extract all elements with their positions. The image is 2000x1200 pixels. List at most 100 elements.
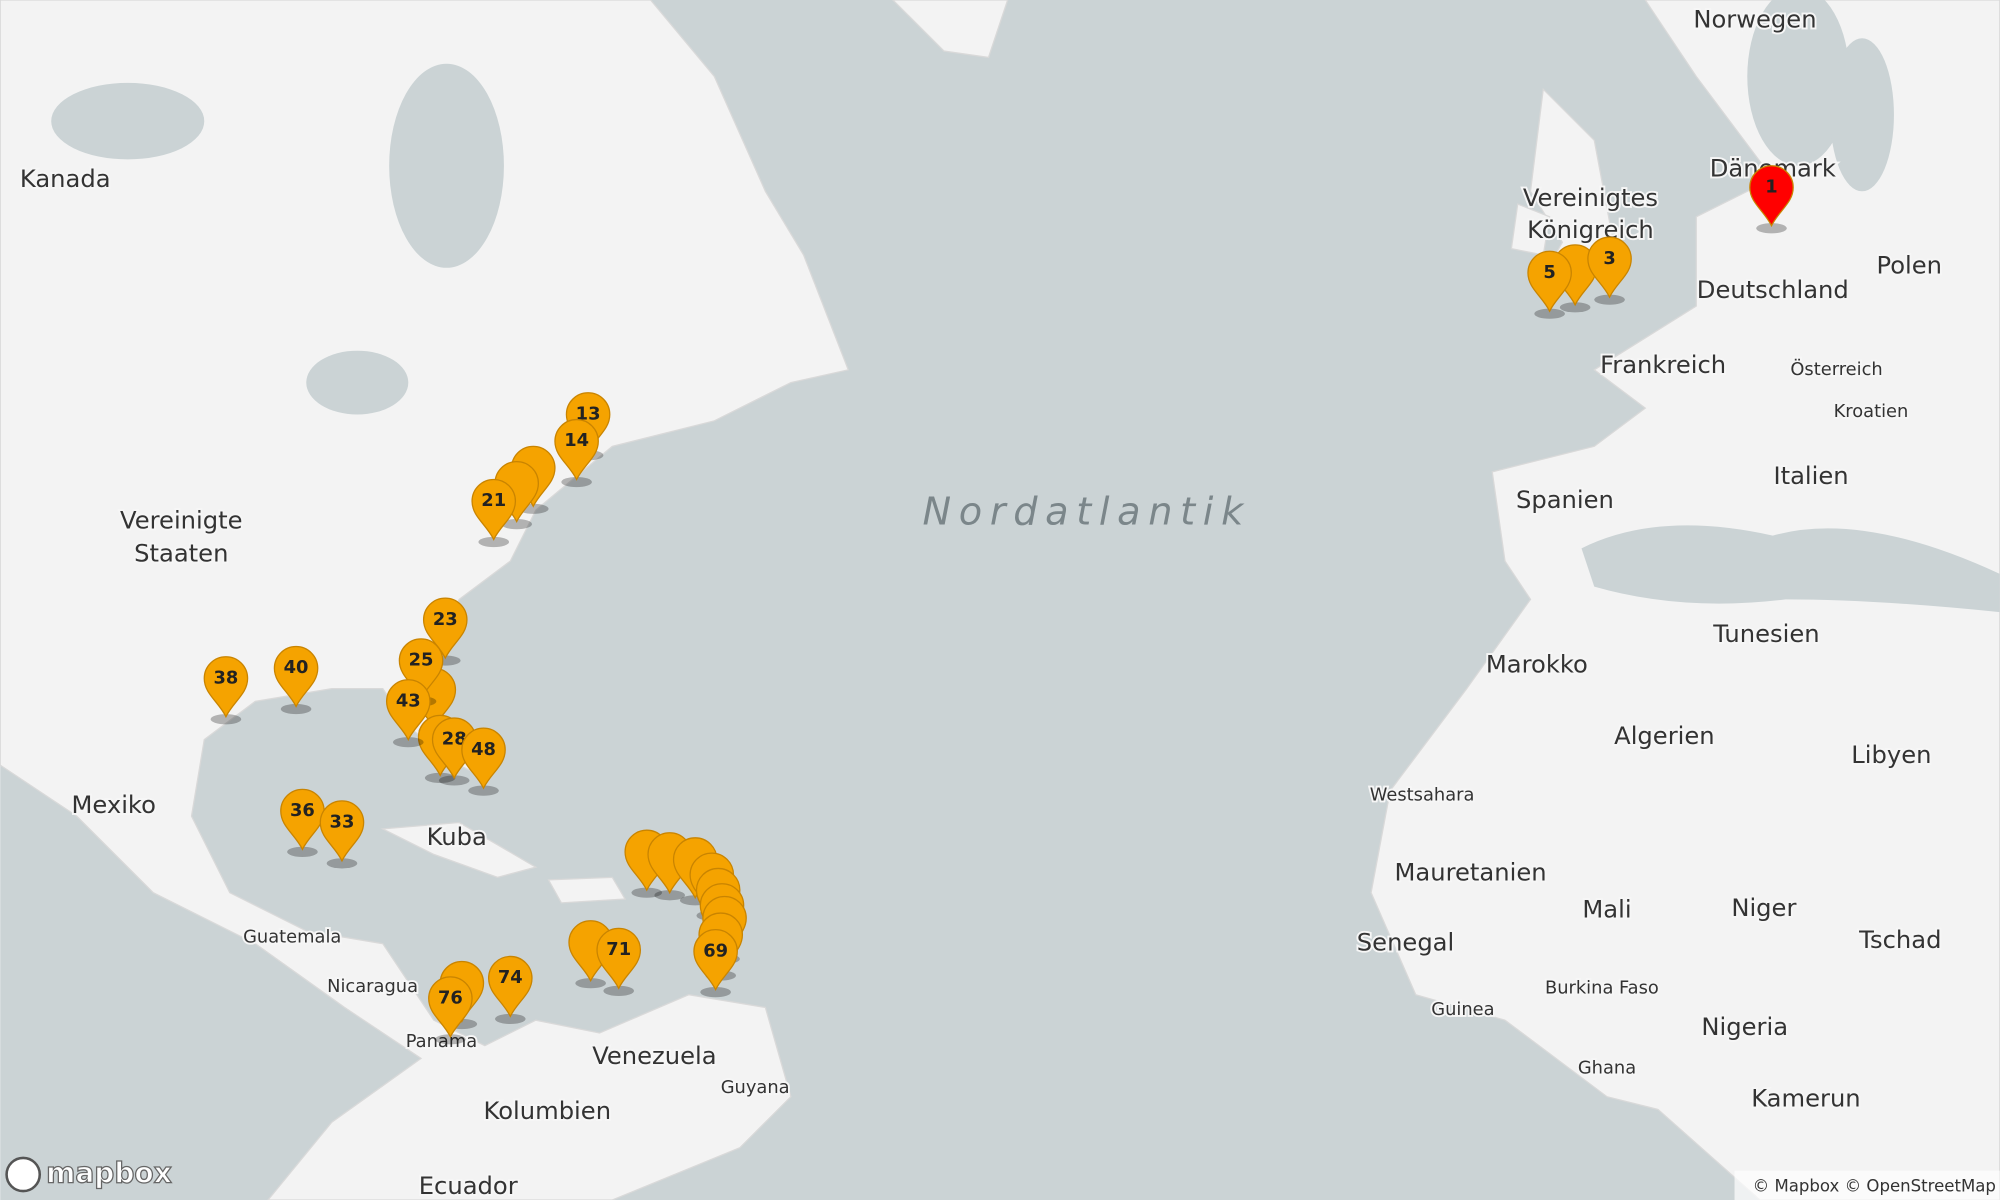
marker[interactable] bbox=[494, 461, 540, 530]
place-label: Ecuador bbox=[419, 1172, 518, 1200]
attribution-bg bbox=[1734, 1170, 2000, 1200]
place-label: Westsahara bbox=[1370, 785, 1475, 806]
marker-label: 3 bbox=[1603, 248, 1615, 269]
marker[interactable]: 36 bbox=[280, 788, 325, 857]
place-label: Guyana bbox=[721, 1077, 790, 1098]
marker[interactable]: 21 bbox=[471, 478, 517, 548]
marker-pin bbox=[1587, 236, 1632, 299]
marker[interactable]: 76 bbox=[428, 976, 473, 1045]
marker-shadow bbox=[210, 714, 242, 725]
place-label: Italien bbox=[1773, 462, 1848, 490]
marker-shadow bbox=[468, 785, 499, 796]
marker[interactable]: 69 bbox=[693, 929, 738, 998]
marker-shadow bbox=[280, 703, 312, 715]
place-label: Polen bbox=[1876, 252, 1942, 280]
marker-label: 48 bbox=[471, 739, 496, 760]
marker-label: 71 bbox=[606, 939, 631, 960]
logo-text: mapbox bbox=[46, 1156, 172, 1189]
place-label: Guinea bbox=[1431, 999, 1494, 1020]
marker-pin bbox=[385, 679, 431, 742]
marker[interactable]: 48 bbox=[461, 727, 506, 796]
marker[interactable]: 23 bbox=[422, 597, 468, 666]
marker-pin bbox=[203, 656, 249, 719]
marker-pin bbox=[554, 418, 599, 481]
water bbox=[51, 0, 2000, 613]
place-label: Kolumbien bbox=[484, 1097, 612, 1125]
place-label: Senegal bbox=[1357, 929, 1454, 957]
place-label: Nicaragua bbox=[327, 976, 418, 997]
marker-pin bbox=[428, 976, 473, 1039]
attribution[interactable]: © Mapbox © OpenStreetMap bbox=[1753, 1177, 1996, 1196]
place-label: Libyen bbox=[1851, 741, 1931, 769]
place-label: Kanada bbox=[20, 165, 111, 193]
logo: mapbox bbox=[5, 1156, 172, 1193]
marker-shadow bbox=[1756, 223, 1787, 234]
marker-pin bbox=[693, 929, 738, 992]
place-label: Kamerun bbox=[1751, 1084, 1860, 1112]
marker-shadow bbox=[435, 1034, 466, 1045]
marker-shadow bbox=[575, 978, 606, 989]
place-label: Vereinigtes bbox=[1523, 184, 1658, 212]
marker[interactable]: 1 bbox=[1749, 165, 1794, 234]
ocean-label: Nordatlantik bbox=[923, 489, 1251, 534]
marker[interactable]: 71 bbox=[596, 927, 642, 996]
place-label: Guatemala bbox=[243, 926, 341, 947]
place-label: Deutschland bbox=[1697, 276, 1849, 304]
place-label: Venezuela bbox=[592, 1042, 716, 1070]
place-label: Nigeria bbox=[1701, 1013, 1788, 1041]
marker-pin bbox=[596, 927, 642, 990]
marker-pin bbox=[471, 478, 517, 541]
marker-shadow bbox=[501, 519, 532, 530]
place-label: Spanien bbox=[1516, 486, 1614, 514]
place-label: Königreich bbox=[1527, 216, 1654, 244]
marker-label: 25 bbox=[409, 650, 434, 671]
marker-label: 74 bbox=[498, 967, 523, 988]
marker-label: 38 bbox=[214, 667, 239, 688]
marker-label: 14 bbox=[564, 430, 589, 451]
marker-pin bbox=[1749, 165, 1794, 228]
place-label: Kroatien bbox=[1834, 401, 1909, 422]
place-label: Frankreich bbox=[1600, 351, 1726, 379]
marker-shadow bbox=[700, 987, 731, 998]
marker-label: 13 bbox=[576, 403, 601, 424]
marker[interactable]: 33 bbox=[319, 800, 365, 869]
marker-pin bbox=[422, 597, 468, 660]
marker-label: 21 bbox=[481, 490, 506, 511]
marker-label: 23 bbox=[433, 609, 458, 630]
place-label: Kuba bbox=[427, 823, 487, 851]
marker-label: 43 bbox=[396, 690, 421, 711]
marker[interactable]: 43 bbox=[385, 679, 431, 748]
marker-shadow bbox=[392, 737, 424, 748]
place-label: Norwegen bbox=[1693, 5, 1816, 33]
place-label: Mexiko bbox=[71, 791, 155, 819]
marker-shadow bbox=[287, 846, 318, 857]
marker[interactable]: 14 bbox=[554, 418, 599, 488]
place-label: Niger bbox=[1731, 894, 1796, 922]
place-label: Burkina Faso bbox=[1545, 977, 1659, 998]
marker[interactable]: 40 bbox=[273, 645, 319, 715]
marker-shadow bbox=[495, 1013, 526, 1025]
marker-shadow bbox=[603, 985, 635, 996]
marker[interactable]: 74 bbox=[487, 955, 533, 1025]
marker-shadow bbox=[1534, 308, 1565, 319]
marker[interactable]: 3 bbox=[1587, 236, 1632, 305]
marker-label: 5 bbox=[1543, 262, 1555, 283]
marker-label: 33 bbox=[330, 812, 355, 833]
marker-shadow bbox=[438, 775, 470, 786]
marker-label: 69 bbox=[703, 940, 728, 961]
marker-label: 28 bbox=[442, 729, 467, 750]
marker-pin bbox=[461, 727, 506, 790]
marker-shadow bbox=[1594, 294, 1625, 305]
place-label: Österreich bbox=[1790, 358, 1882, 380]
marker-shadow bbox=[631, 887, 663, 898]
marker-pin bbox=[487, 955, 533, 1018]
place-label: Ghana bbox=[1578, 1058, 1636, 1079]
place-label: Panama bbox=[406, 1031, 477, 1052]
marker-pin bbox=[273, 645, 319, 708]
marker-label: 1 bbox=[1765, 176, 1777, 197]
place-label: Tschad bbox=[1858, 926, 1941, 954]
place-label: Marokko bbox=[1486, 651, 1588, 679]
marker[interactable]: 5 bbox=[1527, 250, 1572, 319]
marker[interactable]: 38 bbox=[203, 656, 249, 725]
